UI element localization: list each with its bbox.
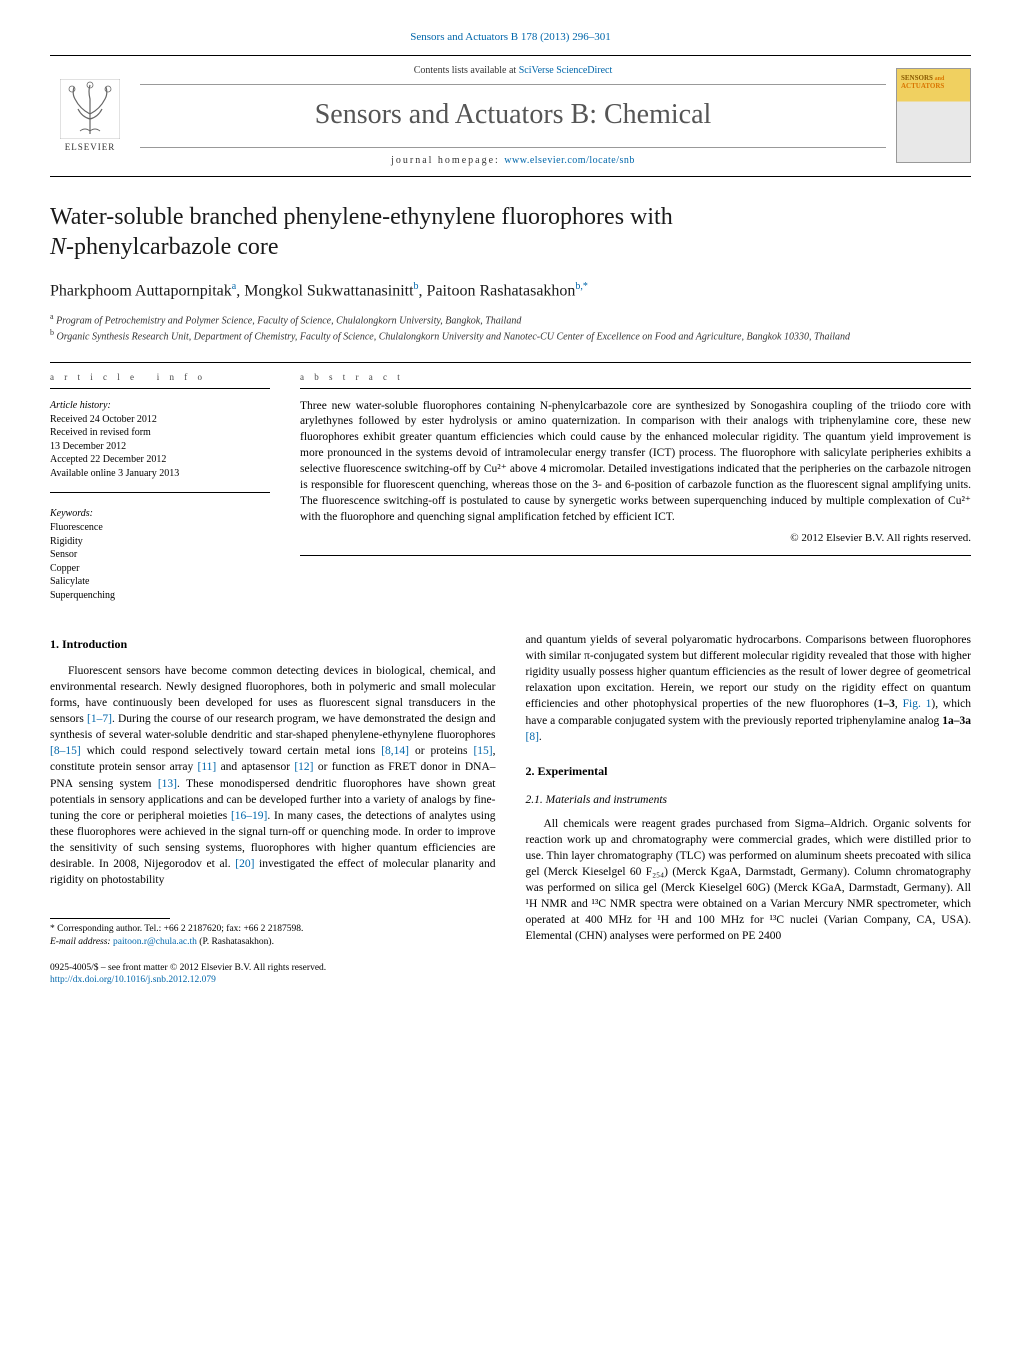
homepage-link[interactable]: www.elsevier.com/locate/snb [504,155,635,166]
keyword-item: Fluorescence [50,521,270,535]
author-1-aff: a [232,281,236,292]
history-head: Article history: [50,399,270,413]
corresponding-mark: * [583,281,588,292]
text-run: . [539,731,542,743]
affiliation-b: b Organic Synthesis Research Unit, Depar… [50,328,971,344]
issn-line: 0925-4005/$ – see front matter © 2012 El… [50,962,496,974]
cover-label: SENSORS and ACTUATORS [901,75,944,90]
history-received: Received 24 October 2012 [50,413,270,427]
author-2: Mongkol Sukwattanasinitt [244,282,413,299]
journal-cover-thumbnail: SENSORS and ACTUATORS [896,68,971,163]
publisher-name: ELSEVIER [65,141,116,154]
affiliation-a: a Program of Petrochemistry and Polymer … [50,312,971,328]
history-revised-1: Received in revised form [50,426,270,440]
author-list: Pharkphoom Auttapornpitaka, Mongkol Sukw… [50,280,971,303]
article-info: a r t i c l e i n f o Article history: R… [50,371,270,602]
intro-paragraph: Fluorescent sensors have become common d… [50,663,496,888]
section-2-head: 2. Experimental [526,763,972,780]
corr-author-line: * Corresponding author. Tel.: +66 2 2187… [50,923,496,935]
ref-link[interactable]: [8–15] [50,745,81,757]
section-1-head: 1. Introduction [50,636,496,653]
header-citation: Sensors and Actuators B 178 (2013) 296–3… [50,30,971,45]
email-suffix: (P. Rashatasakhon). [197,937,274,947]
right-column: and quantum yields of several polyaromat… [526,632,972,986]
email-link[interactable]: paitoon.r@chula.ac.th [113,937,197,947]
ref-link[interactable]: [12] [294,761,313,773]
email-label: E-mail address: [50,937,113,947]
ref-link[interactable]: [16–19] [231,810,267,822]
history-accepted: Accepted 22 December 2012 [50,453,270,467]
email-line: E-mail address: paitoon.r@chula.ac.th (P… [50,936,496,948]
title-line1: Water-soluble branched phenylene-ethynyl… [50,204,673,230]
homepage-prefix: journal homepage: [391,155,504,166]
text-run: . During the course of our research prog… [50,713,496,741]
author-3: Paitoon Rashatasakhon [427,282,576,299]
history-online: Available online 3 January 2013 [50,467,270,481]
keyword-item: Superquenching [50,589,270,603]
left-column: 1. Introduction Fluorescent sensors have… [50,632,496,986]
footnote-separator [50,918,170,919]
abstract-column: a b s t r a c t Three new water-soluble … [300,371,971,602]
figure-link[interactable]: Fig. 1 [903,698,932,710]
text-run: and aptasensor [216,761,294,773]
keyword-item: Sensor [50,548,270,562]
copyright-block: 0925-4005/$ – see front matter © 2012 El… [50,962,496,987]
abstract-copyright: © 2012 Elsevier B.V. All rights reserved… [300,531,971,546]
text-run: , [895,698,903,710]
doi-link[interactable]: http://dx.doi.org/10.1016/j.snb.2012.12.… [50,975,216,985]
masthead-center: Contents lists available at SciVerse Sci… [130,64,896,167]
history-revised-2: 13 December 2012 [50,440,270,454]
contents-prefix: Contents lists available at [414,65,519,76]
masthead: ELSEVIER Contents lists available at Sci… [50,55,971,176]
text-run: which could respond selectively toward c… [81,745,382,757]
article-info-head: a r t i c l e i n f o [50,371,270,389]
journal-name: Sensors and Actuators B: Chemical [140,95,886,134]
compound-ref: 1–3 [878,698,895,710]
abstract-text: Three new water-soluble fluorophores con… [300,399,971,526]
ref-link[interactable]: [15] [473,745,492,757]
elsevier-tree-icon [60,79,120,139]
ref-link[interactable]: [8,14] [381,745,409,757]
keyword-item: Copper [50,562,270,576]
info-abstract-row: a r t i c l e i n f o Article history: R… [50,371,971,602]
homepage-line: journal homepage: www.elsevier.com/locat… [140,147,886,168]
ref-link[interactable]: [8] [526,731,539,743]
keywords-head: Keywords: [50,507,270,521]
publisher-logo: ELSEVIER [50,71,130,161]
text-run: or proteins [409,745,473,757]
author-3-aff: b, [575,281,583,292]
cover-line2: ACTUATORS [901,82,944,90]
affiliations: a Program of Petrochemistry and Polymer … [50,312,971,344]
affiliation-b-text: Organic Synthesis Research Unit, Departm… [57,331,851,342]
subsection-2-1-head: 2.1. Materials and instruments [526,792,972,808]
experimental-paragraph: All chemicals were reagent grades purcha… [526,816,972,945]
divider [300,555,971,556]
title-line2-rest: -phenylcarbazole core [66,234,279,260]
keyword-item: Salicylate [50,575,270,589]
compound-ref: 1a–3a [942,715,971,727]
divider [50,362,971,363]
author-1: Pharkphoom Auttapornpitak [50,282,232,299]
col2-continuation: and quantum yields of several polyaromat… [526,632,972,745]
article-title: Water-soluble branched phenylene-ethynyl… [50,202,971,262]
affiliation-a-text: Program of Petrochemistry and Polymer Sc… [56,316,521,327]
ref-link[interactable]: [20] [235,858,254,870]
contents-available-line: Contents lists available at SciVerse Sci… [140,64,886,85]
keyword-item: Rigidity [50,535,270,549]
author-2-aff: b [414,281,419,292]
body-columns: 1. Introduction Fluorescent sensors have… [50,632,971,986]
abstract-head: a b s t r a c t [300,371,971,389]
sciencedirect-link[interactable]: SciVerse ScienceDirect [519,65,613,76]
ref-link[interactable]: [13] [158,778,177,790]
ref-link[interactable]: [11] [198,761,217,773]
corresponding-footnote: * Corresponding author. Tel.: +66 2 2187… [50,923,496,948]
ref-link[interactable]: [1–7] [87,713,112,725]
